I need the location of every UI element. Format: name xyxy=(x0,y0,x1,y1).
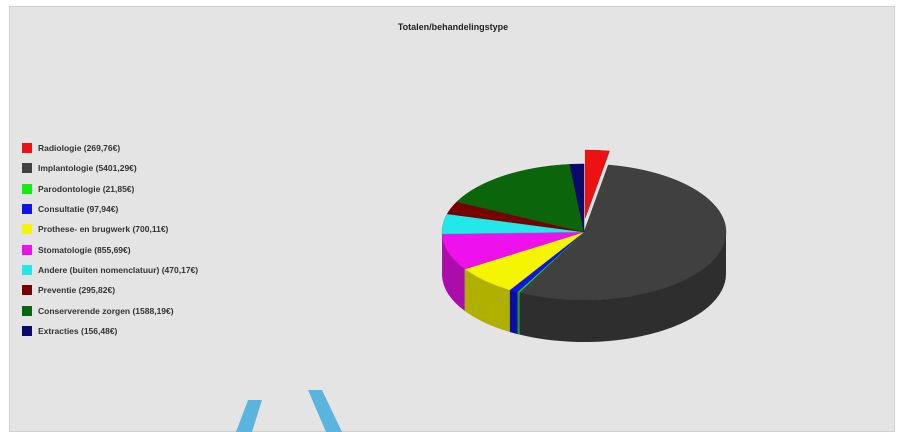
watermark-stroke-left xyxy=(236,400,262,432)
legend-label: Consultatie (97,94€) xyxy=(38,204,119,215)
pie-slice xyxy=(569,163,585,233)
legend-swatch xyxy=(22,264,32,275)
legend-label: Preventie (295,82€) xyxy=(38,285,116,296)
legend-label: Conserverende zorgen (1588,19€) xyxy=(38,305,174,316)
legend-swatch xyxy=(22,143,32,154)
legend-swatch xyxy=(22,305,32,316)
chart-legend: Radiologie (269,76€) Implantologie (5401,… xyxy=(22,138,198,341)
legend-swatch xyxy=(22,224,32,235)
legend-label: Prothese- en brugwerk (700,11€) xyxy=(38,224,169,235)
legend-swatch xyxy=(22,325,32,336)
pie-slice-side xyxy=(519,232,726,343)
legend-swatch xyxy=(22,285,32,296)
pie-slice xyxy=(456,164,585,233)
pie-slice-side xyxy=(509,289,518,335)
legend-item: Preventie (295,82€) xyxy=(22,280,198,300)
legend-item: Implantologie (5401,29€) xyxy=(22,158,198,178)
pie-slice xyxy=(584,149,610,219)
legend-item: Parodontologie (21,85€) xyxy=(22,179,198,199)
legend-item: Stomatologie (855,69€) xyxy=(22,239,198,259)
legend-item: Radiologie (269,76€) xyxy=(22,138,198,158)
legend-label: Radiologie (269,76€) xyxy=(38,143,121,154)
pie-slice-side xyxy=(464,268,510,332)
legend-swatch xyxy=(22,183,32,194)
legend-item: Consultatie (97,94€) xyxy=(22,199,198,219)
legend-label: Extracties (156,48€) xyxy=(38,325,118,336)
chart-panel: Totalen/behandelingstype Radiologie (269… xyxy=(9,6,895,432)
pie-slice-side xyxy=(442,234,465,311)
watermark-stroke-right xyxy=(308,390,342,432)
legend-label: Implantologie (5401,29€) xyxy=(38,163,137,174)
legend-swatch xyxy=(22,163,32,174)
pie-slice-side xyxy=(517,292,520,335)
legend-swatch xyxy=(22,204,32,215)
chart-title: Totalen/behandelingstype xyxy=(397,22,509,32)
legend-label: Andere (buiten nomenclatuur) (470,17€) xyxy=(38,264,199,275)
legend-label: Parodontologie (21,85€) xyxy=(38,183,135,194)
legend-item: Andere (buiten nomenclatuur) (470,17€) xyxy=(22,260,198,280)
legend-item: Prothese- en brugwerk (700,11€) xyxy=(22,219,198,239)
legend-item: Conserverende zorgen (1588,19€) xyxy=(22,300,198,320)
pie-slice xyxy=(518,164,727,301)
legend-label: Stomatologie (855,69€) xyxy=(38,244,131,255)
legend-swatch xyxy=(22,244,32,255)
legend-item: Extracties (156,48€) xyxy=(22,321,198,341)
